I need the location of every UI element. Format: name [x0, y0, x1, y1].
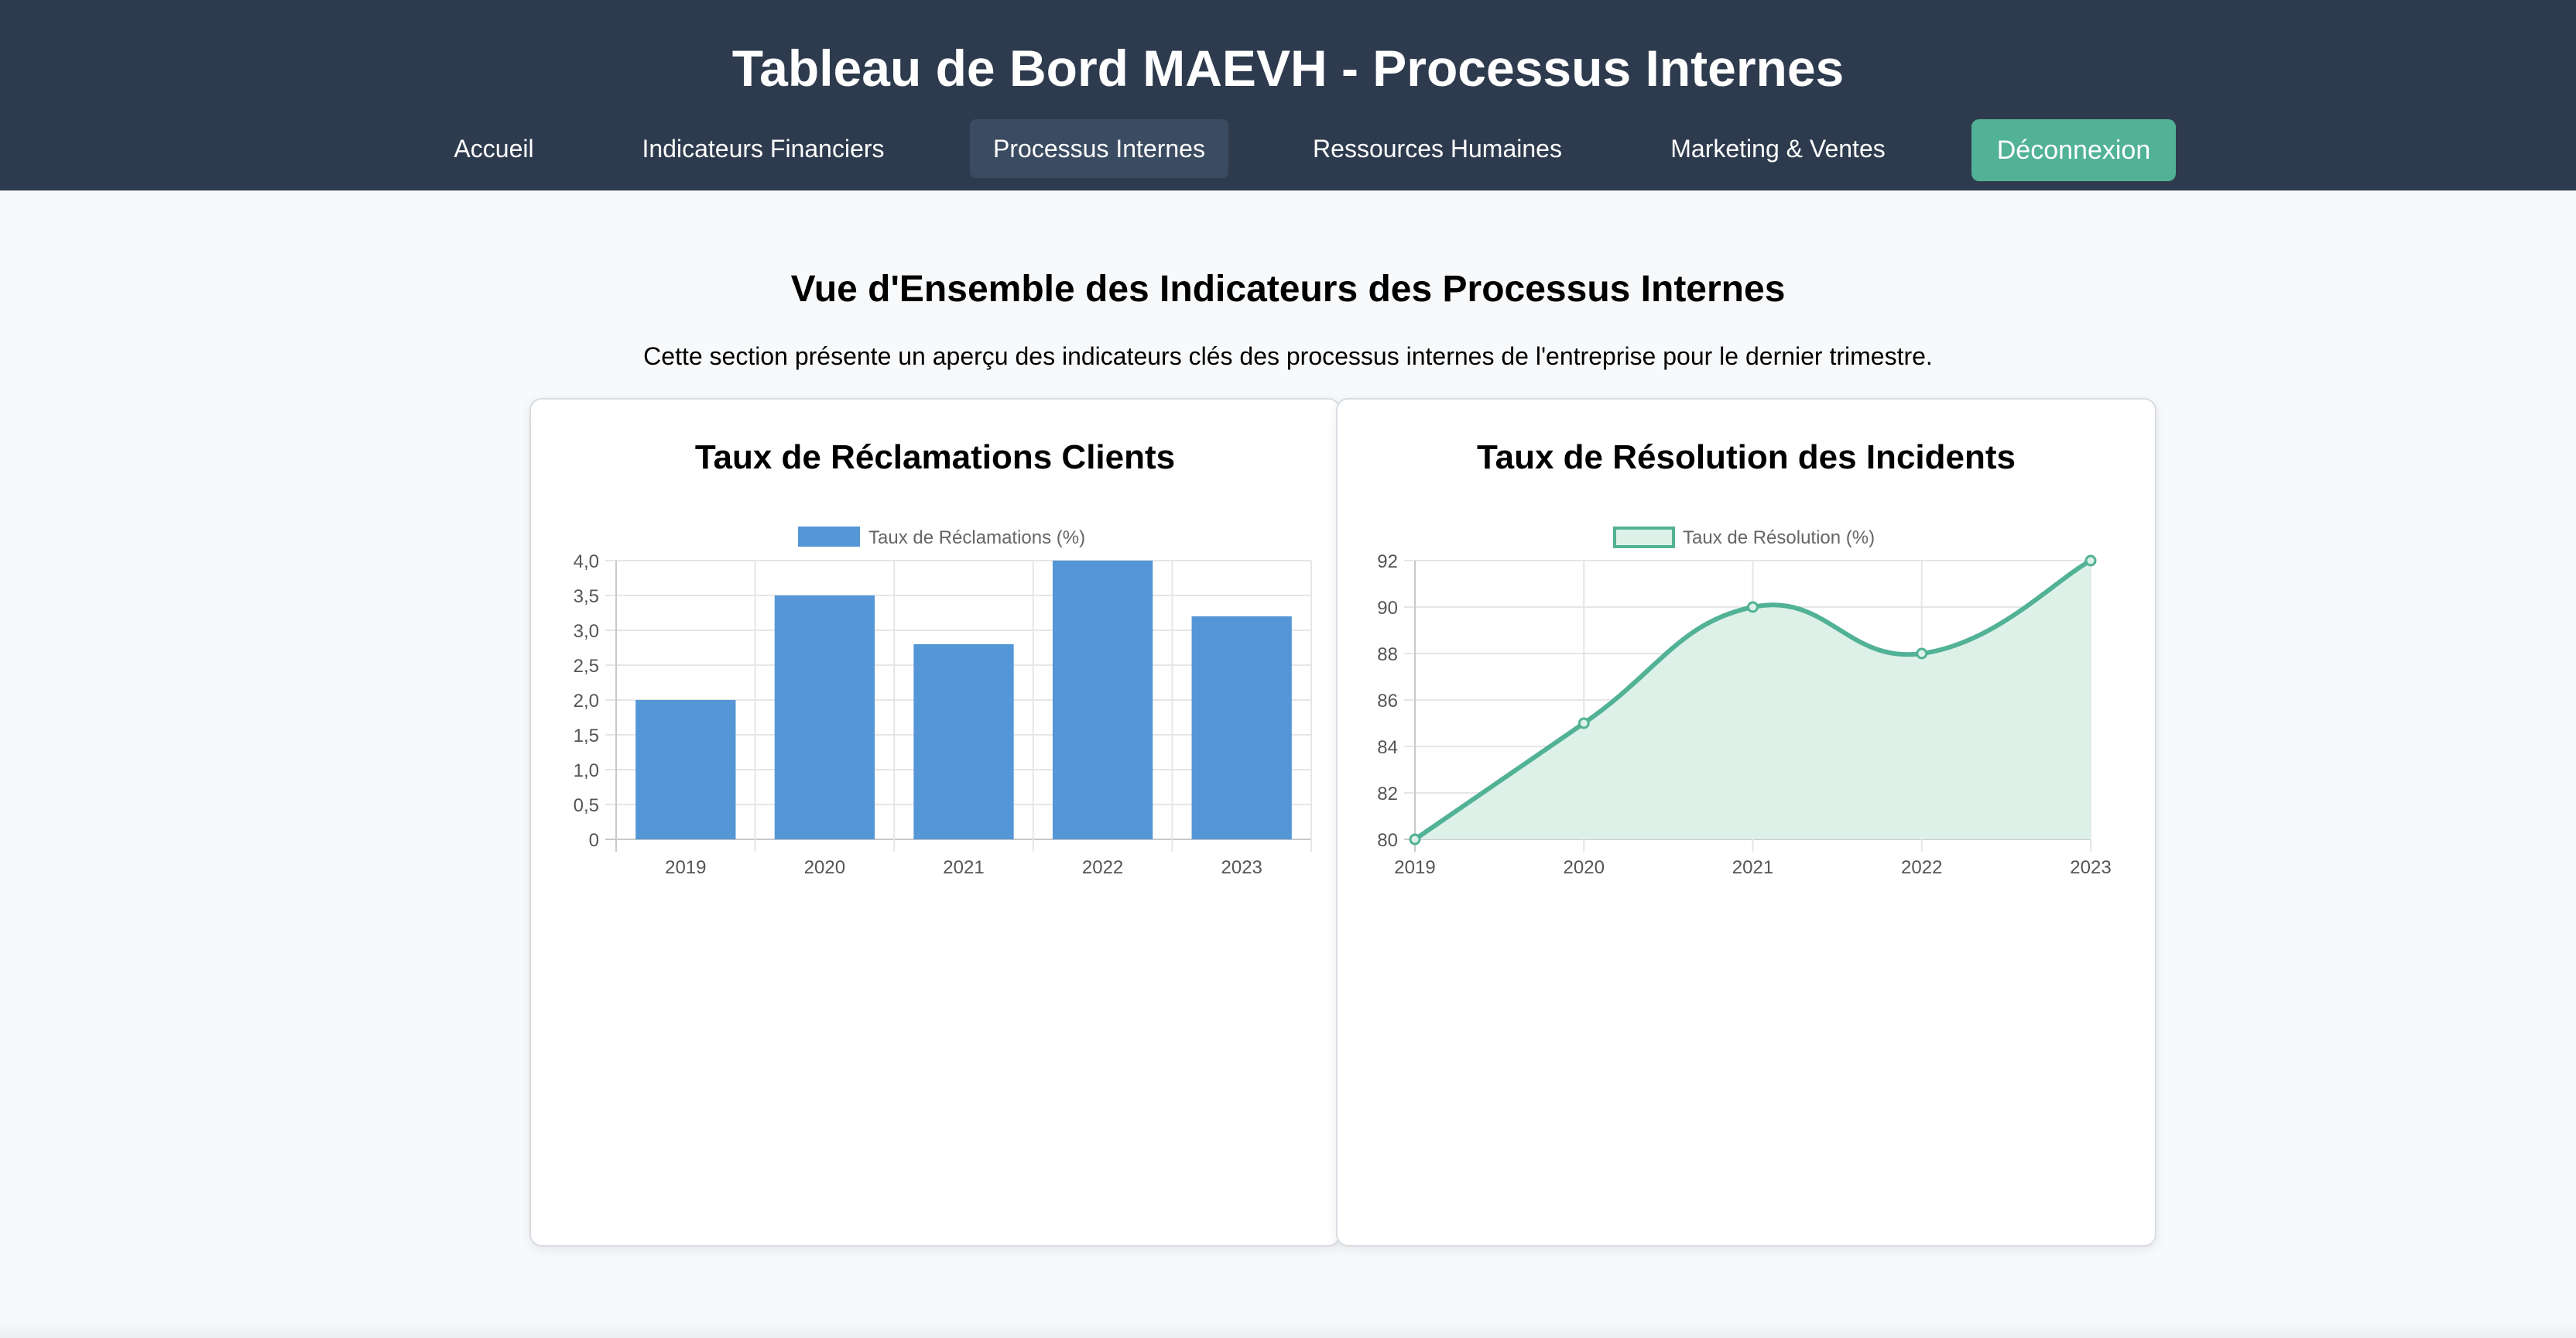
bar-2020: [774, 595, 875, 839]
y-tick-label: 82: [1377, 784, 1398, 805]
page-bottom-shadow: [0, 1319, 2576, 1338]
bar-2021: [913, 644, 1014, 839]
y-tick-label: 3,0: [574, 621, 599, 642]
data-point-2021: [1747, 601, 1759, 613]
y-tick-label: 1,5: [574, 726, 599, 746]
logout-button[interactable]: Déconnexion: [1971, 119, 2176, 181]
y-tick-label: 80: [1377, 830, 1398, 851]
x-tick-label: 2023: [1221, 857, 1262, 878]
y-tick-label: 3,5: [574, 586, 599, 607]
y-tick-label: 4,0: [574, 551, 599, 572]
nav-item-indicateurs-financiers[interactable]: Indicateurs Financiers: [642, 135, 885, 163]
x-tick-label: 2021: [1732, 857, 1773, 878]
x-tick-label: 2022: [1082, 857, 1123, 878]
y-tick-label: 0: [589, 830, 599, 851]
y-tick-label: 1,0: [574, 760, 599, 781]
legend-label: Taux de Réclamations (%): [868, 527, 1085, 548]
area-fill: [1415, 561, 2091, 839]
x-tick-label: 2021: [943, 857, 984, 878]
data-point-2022: [1916, 647, 1928, 660]
x-tick-label: 2019: [1394, 857, 1435, 878]
app-title: Tableau de Bord MAEVH - Processus Intern…: [731, 39, 1845, 97]
section-title: Vue d'Ensemble des Indicateurs des Proce…: [790, 269, 1786, 310]
x-tick-label: 2020: [1564, 857, 1605, 878]
bar-chart-reclamations: 0 0,5 1,0 1,5 2,0 2,5 3,0 3,5 4,0 2019 2020 2021 202…: [574, 527, 1312, 878]
y-tick-label: 88: [1377, 644, 1398, 665]
header: Tableau de Bord MAEVH - Processus Intern…: [0, 0, 2576, 190]
x-tick-label: 2020: [804, 857, 845, 878]
chart-card-resolution: Taux de Résolution des Incidents 80 82 84 8…: [1336, 398, 2156, 1247]
chart-card-reclamations: Taux de Réclamations Clients 0 0,5 1,0 1,5 2…: [529, 398, 1341, 1247]
bar-2022: [1052, 561, 1153, 839]
nav-item-ressources-humaines[interactable]: Ressources Humaines: [1313, 135, 1562, 163]
bar-2019: [635, 700, 736, 839]
y-tick-label: 92: [1377, 551, 1398, 572]
legend-swatch: [798, 527, 860, 547]
x-tick-label: 2023: [2070, 857, 2111, 878]
y-tick-label: 0,5: [574, 795, 599, 816]
data-point-2023: [2084, 554, 2097, 567]
y-tick-label: 2,5: [574, 656, 599, 677]
data-point-2020: [1577, 717, 1590, 729]
legend-swatch: [1613, 527, 1675, 548]
legend-label: Taux de Résolution (%): [1683, 527, 1875, 548]
nav-item-processus-internes[interactable]: Processus Internes: [970, 119, 1228, 178]
y-tick-label: 2,0: [574, 691, 599, 712]
section-description: Cette section présente un aperçu des ind…: [643, 342, 1933, 370]
y-tick-label: 90: [1377, 598, 1398, 619]
line-chart-resolution: 80 82 84 86 88 90 92 2019 2020 2021 2022 2023 Taux d…: [1377, 527, 2112, 878]
y-tick-label: 84: [1377, 737, 1398, 758]
y-tick-label: 86: [1377, 691, 1398, 712]
data-point-2019: [1409, 833, 1421, 846]
nav-item-accueil[interactable]: Accueil: [454, 135, 534, 163]
nav-item-marketing-ventes[interactable]: Marketing & Ventes: [1670, 135, 1886, 163]
x-tick-label: 2019: [665, 857, 706, 878]
bar-2023: [1191, 616, 1292, 839]
chart-title-reclamations: Taux de Réclamations Clients: [694, 438, 1176, 476]
chart-title-resolution: Taux de Résolution des Incidents: [1477, 438, 2016, 476]
x-tick-label: 2022: [1901, 857, 1942, 878]
